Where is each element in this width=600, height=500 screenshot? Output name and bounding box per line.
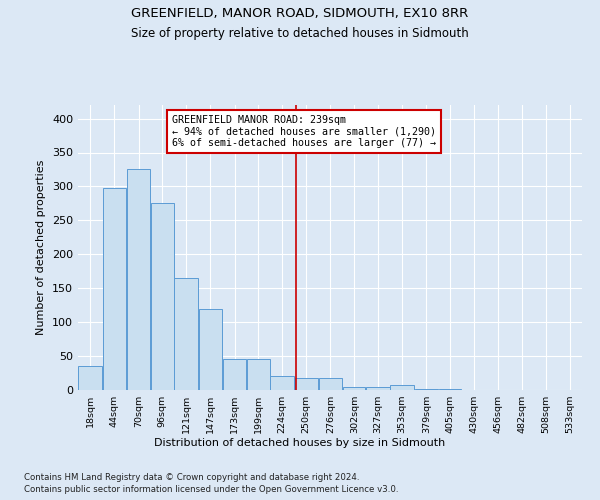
Bar [295, 378, 318, 390]
Bar [439, 388, 461, 390]
Text: GREENFIELD MANOR ROAD: 239sqm
← 94% of detached houses are smaller (1,290)
6% of: GREENFIELD MANOR ROAD: 239sqm ← 94% of d… [172, 115, 436, 148]
Bar [247, 360, 269, 390]
Bar [103, 188, 126, 390]
Text: Contains HM Land Registry data © Crown copyright and database right 2024.: Contains HM Land Registry data © Crown c… [24, 472, 359, 482]
Text: GREENFIELD, MANOR ROAD, SIDMOUTH, EX10 8RR: GREENFIELD, MANOR ROAD, SIDMOUTH, EX10 8… [131, 8, 469, 20]
Text: Distribution of detached houses by size in Sidmouth: Distribution of detached houses by size … [154, 438, 446, 448]
Bar [343, 386, 365, 390]
Text: Contains public sector information licensed under the Open Government Licence v3: Contains public sector information licen… [24, 485, 398, 494]
Bar [127, 170, 150, 390]
Bar [415, 388, 438, 390]
Bar [151, 204, 173, 390]
Bar [366, 386, 390, 390]
Text: Size of property relative to detached houses in Sidmouth: Size of property relative to detached ho… [131, 28, 469, 40]
Bar [79, 366, 102, 390]
Bar [223, 360, 246, 390]
Bar [199, 308, 222, 390]
Y-axis label: Number of detached properties: Number of detached properties [37, 160, 46, 335]
Bar [175, 278, 198, 390]
Bar [270, 376, 294, 390]
Bar [319, 378, 342, 390]
Bar [391, 384, 414, 390]
